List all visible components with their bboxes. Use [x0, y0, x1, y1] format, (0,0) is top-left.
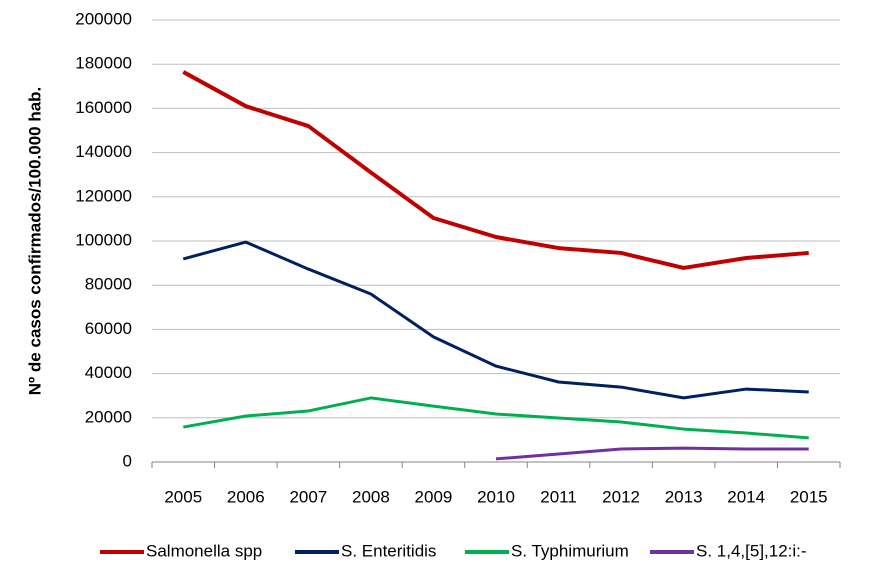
legend-item: S. Enteritidis — [295, 541, 436, 560]
x-tick-label: 2014 — [727, 487, 765, 506]
y-tick-label: 140000 — [75, 142, 132, 161]
x-tick-label: 2012 — [602, 487, 640, 506]
series-line — [495, 446, 809, 461]
y-tick-label: 20000 — [85, 407, 132, 426]
legend-label: S. Typhimurium — [511, 541, 629, 560]
y-tick-label: 160000 — [75, 98, 132, 117]
y-tick-label: 180000 — [75, 54, 132, 73]
x-tick-label: 2006 — [227, 487, 265, 506]
legend-label: Salmonella spp — [146, 541, 262, 560]
legend-label: S. 1,4,[5],12:i:- — [696, 541, 807, 560]
y-tick-label: 60000 — [85, 319, 132, 338]
x-tick-label: 2015 — [790, 487, 828, 506]
x-tick-label: 2005 — [164, 487, 202, 506]
legend-item: S. Typhimurium — [465, 541, 629, 560]
x-tick-label: 2011 — [540, 487, 577, 506]
x-tick-label: 2009 — [415, 487, 453, 506]
series-line — [183, 396, 809, 440]
y-axis-label: Nº de casos confirmados/100.000 hab. — [25, 87, 44, 396]
series-line — [182, 240, 809, 400]
legend-label: S. Enteritidis — [341, 541, 436, 560]
y-tick-label: 200000 — [75, 9, 132, 28]
y-tick-label: 0 — [123, 451, 132, 470]
y-tick-label: 40000 — [85, 363, 132, 382]
y-tick-label: 80000 — [85, 275, 132, 294]
x-tick-label: 2008 — [352, 487, 390, 506]
series-line — [182, 70, 809, 270]
x-tick-label: 2007 — [289, 487, 327, 506]
x-tick-label: 2010 — [477, 487, 515, 506]
y-tick-label: 120000 — [75, 186, 132, 205]
y-tick-label: 100000 — [75, 230, 132, 249]
legend-item: Salmonella spp — [100, 541, 262, 560]
x-tick-label: 2013 — [665, 487, 703, 506]
legend-item: S. 1,4,[5],12:i:- — [650, 541, 807, 560]
